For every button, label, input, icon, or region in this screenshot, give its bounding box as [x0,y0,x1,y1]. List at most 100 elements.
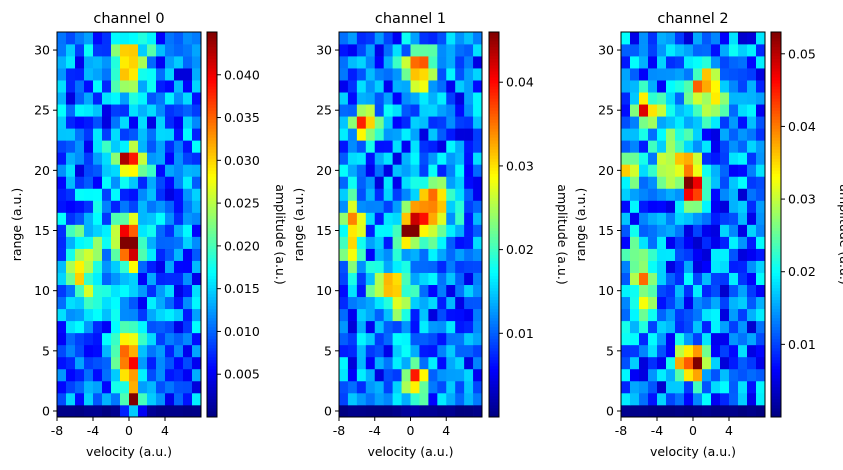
heatmap-cell [111,272,121,286]
heatmap-cell [702,236,712,249]
heatmap-cell [165,296,175,310]
heatmap-cell [455,248,465,261]
colorbar-segment [489,287,499,292]
heatmap-cell [66,80,76,93]
heatmap-cell [747,404,757,418]
heatmap-cell [410,104,420,117]
heatmap-cell [657,116,667,129]
heatmap-cell [174,212,184,225]
heatmap-cell [657,224,667,237]
colorbar-segment [207,323,217,328]
heatmap-cell [374,80,385,93]
colorbar-segment [771,323,781,328]
heatmap-cell [111,128,121,141]
heatmap-cell [156,224,166,237]
heatmap-cell [147,44,157,57]
heatmap-cell [75,140,85,153]
heatmap-cell [401,236,411,249]
heatmap-cell [57,212,67,225]
heatmap-cell [339,44,349,57]
heatmap-cell [192,212,202,225]
heatmap-cell [675,260,685,273]
heatmap-cell [401,68,411,81]
heatmap-cell [455,368,465,382]
colorbar-segment [771,401,781,406]
heatmap-cell [138,260,148,273]
heatmap-cell [675,224,685,237]
colorbar-segment [771,407,781,412]
heatmap-cell [428,44,438,57]
heatmap-cell [57,56,67,69]
heatmap-cell [464,332,474,346]
heatmap-cell [630,332,640,346]
heatmap-cell [66,308,76,322]
heatmap-cell [729,200,739,213]
colorbar-segment [489,224,499,228]
heatmap-cell [75,164,85,177]
heatmap-cell [437,32,447,45]
heatmap-cell [410,212,420,225]
heatmap-cell [648,140,658,153]
heatmap-cell [347,284,358,298]
heatmap-cell [102,380,112,394]
colorbar-segment [207,86,217,90]
heatmap-cell [711,104,721,117]
colorbar-segment [489,413,499,418]
colorbar-segment [489,143,499,147]
heatmap-cell [156,368,166,382]
heatmap-cell [339,236,349,249]
heatmap-cell [639,104,649,117]
heatmap-cell [756,392,766,406]
heatmap-cell [93,68,103,81]
heatmap-cell [446,332,456,346]
heatmap-cell [428,356,438,370]
heatmap-cell [156,104,166,117]
heatmap-cell [621,200,631,213]
y-tick-label: 25 [316,103,332,118]
heatmap-cell [57,272,67,286]
colorbar-segment [207,71,217,75]
colorbar-segment [771,143,781,147]
heatmap-cell [93,164,103,177]
heatmap-cell [729,116,739,129]
heatmap-cell [339,56,349,69]
heatmap-cell [392,296,402,310]
heatmap-cell [455,80,465,93]
heatmap-cell [729,56,739,69]
heatmap-cell [684,368,694,382]
heatmap-cell [464,224,474,237]
heatmap-cell [720,308,730,322]
heatmap-cell [347,200,358,213]
y-tick-label: 20 [316,163,332,178]
heatmap-cell [66,332,76,346]
heatmap-cell [675,368,685,382]
heatmap-cell [675,80,685,93]
heatmap-cell [437,116,447,129]
heatmap-cell [693,212,703,225]
heatmap-cell [392,212,402,225]
heatmap-cell [147,224,157,237]
heatmap-cell [120,200,130,213]
heatmap-cell [401,344,411,358]
heatmap-cell [720,392,730,406]
heatmap-cell [473,200,483,213]
heatmap-cell [392,260,402,273]
heatmap-cell [102,284,112,298]
heatmap-cell [648,368,658,382]
heatmap-cell [419,92,429,105]
heatmap-cell [446,56,456,69]
colorbar-segment [207,134,217,138]
colorbar-segment [207,50,217,54]
heatmap-cell [129,224,139,237]
heatmap-cell [428,320,438,334]
colorbar-segment [489,362,499,367]
heatmap-cell [711,284,721,298]
heatmap-cell [147,392,157,406]
colorbar-segment [489,329,499,334]
colorbar-segment [207,281,217,286]
heatmap-cell [419,356,429,370]
colorbar-segment [489,59,499,63]
heatmap-cell [339,356,349,370]
heatmap-cell [174,80,184,93]
colorbar-tick-label: 0.02 [506,242,534,257]
